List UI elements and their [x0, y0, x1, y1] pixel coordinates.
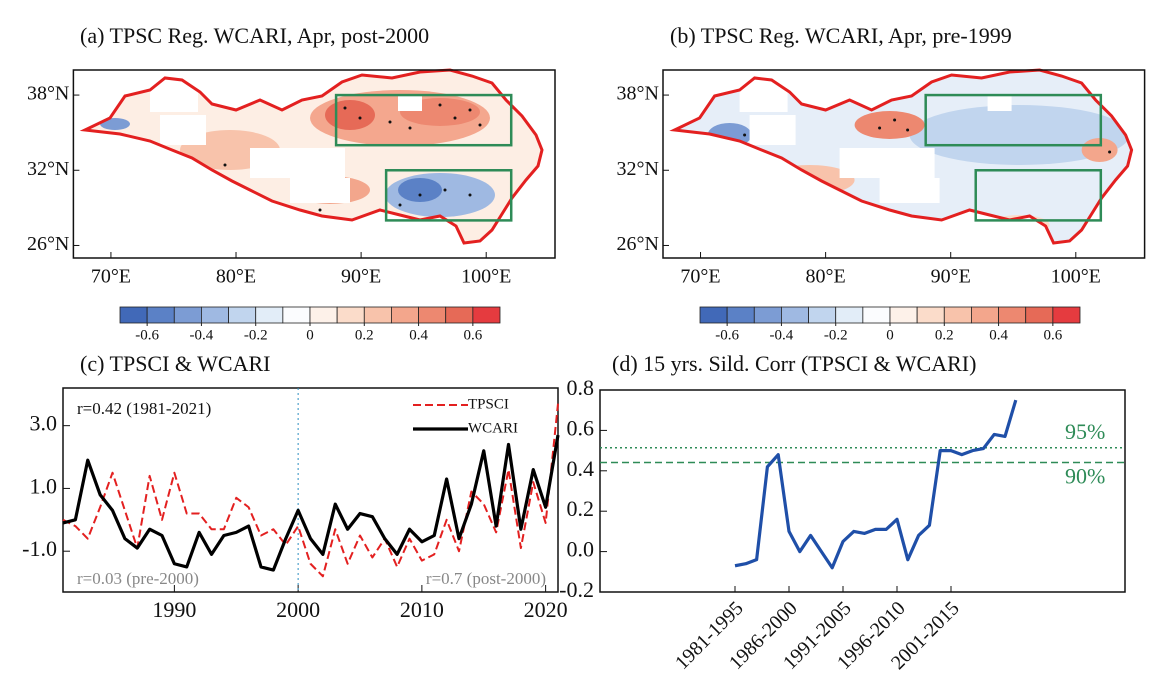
colorbar-label: -0.4	[770, 327, 794, 343]
colorbar-cell	[1025, 306, 1054, 324]
region-box	[924, 93, 1103, 147]
colorbar-label: -0.6	[135, 327, 159, 343]
colorbar-label: 0	[306, 327, 314, 343]
colorbar-label: 0.2	[355, 327, 374, 343]
colorbar-cell	[363, 306, 392, 324]
y-tick-label: 0.6	[567, 415, 595, 440]
panel-title: (a) TPSC Reg. WCARI, Apr, post-2000	[80, 23, 429, 48]
colorbar-label: -0.6	[715, 327, 739, 343]
region-box	[334, 93, 513, 147]
y-tick-label: 0.0	[567, 537, 595, 562]
colorbar-cell	[835, 306, 864, 324]
map-field-b	[674, 70, 1132, 243]
y-tick-label: 1.0	[30, 473, 58, 498]
colorbar-cell	[862, 306, 891, 324]
series-line	[734, 399, 1018, 570]
x-tick-label: 70°E	[680, 266, 720, 288]
x-tick-label: 2020	[524, 597, 568, 622]
colorbar-cell	[282, 306, 311, 324]
colorbar-cell	[943, 306, 972, 324]
x-tick-label: 2000	[276, 597, 320, 622]
plot-frame	[72, 69, 556, 259]
x-tick-label: 80°E	[216, 266, 256, 288]
y-tick-label: 38°N	[617, 83, 659, 105]
significance-dots-b	[743, 118, 1112, 154]
colorbar-cell	[119, 306, 148, 324]
annotation: r=0.42 (1981-2021)	[77, 399, 211, 418]
colorbar-cell	[391, 306, 419, 324]
region-box	[974, 169, 1103, 222]
legend-label: WCARI	[468, 420, 518, 436]
colorbar-cell	[472, 306, 501, 324]
y-tick-label: -0.2	[559, 577, 594, 602]
colorbar-label: 0.6	[1043, 327, 1062, 343]
colorbar-cell	[808, 306, 837, 324]
annotation: r=0.03 (pre-2000)	[77, 569, 199, 588]
y-tick-label: 26°N	[27, 233, 69, 255]
y-tick-label: 38°N	[27, 83, 69, 105]
colorbar-cell	[726, 306, 755, 324]
plot-frame	[599, 389, 1126, 593]
threshold-label: 90%	[1065, 464, 1105, 489]
panel-title: (b) TPSC Reg. WCARI, Apr, pre-1999	[670, 23, 1012, 48]
y-tick-label: 0.8	[567, 375, 595, 400]
y-tick-label: 3.0	[30, 411, 58, 436]
colorbar-cell	[998, 306, 1027, 324]
region-box	[384, 169, 513, 222]
colorbar-label: -0.4	[190, 327, 214, 343]
x-tick-label: 2010	[400, 597, 444, 622]
map-field-a	[85, 70, 542, 243]
x-tick-label: 70°E	[91, 266, 131, 288]
colorbar-cell	[309, 306, 338, 324]
colorbar-label: 0.2	[935, 327, 954, 343]
colorbar-cell	[971, 306, 999, 324]
colorbar-label: 0.6	[463, 327, 482, 343]
colorbar-label: -0.2	[824, 327, 848, 343]
threshold-label: 95%	[1065, 419, 1105, 444]
x-tick-label: 1990	[152, 597, 196, 622]
colorbar-cell	[173, 306, 202, 324]
y-tick-label: 0.4	[567, 456, 595, 481]
y-tick-label: 32°N	[617, 158, 659, 180]
colorbar-label: 0	[886, 327, 894, 343]
colorbar-cell	[699, 306, 728, 324]
y-tick-label: 0.2	[567, 496, 595, 521]
colorbar-label: 0.4	[989, 327, 1008, 343]
colorbar-cell	[916, 306, 945, 324]
annotation: r=0.7 (post-2000)	[426, 569, 546, 588]
y-tick-label: 32°N	[27, 158, 69, 180]
plot-frame	[662, 69, 1146, 259]
series-line	[62, 403, 559, 578]
significance-dots-a	[223, 103, 482, 212]
y-tick-label: -1.0	[22, 536, 57, 561]
y-tick-label: 26°N	[617, 233, 659, 255]
colorbar-cell	[418, 306, 447, 324]
x-tick-label: 90°E	[931, 266, 971, 288]
x-tick-label: 100°E	[1051, 266, 1101, 288]
colorbar-cell	[753, 306, 782, 324]
plot-frame	[62, 387, 559, 593]
colorbar-cell	[445, 306, 474, 324]
colorbar-cell	[889, 306, 918, 324]
colorbar-label: -0.2	[244, 327, 268, 343]
x-tick-label: 80°E	[806, 266, 846, 288]
x-tick-label: 100°E	[461, 266, 511, 288]
legend-label: TPSCI	[468, 396, 509, 412]
x-tick-label: 90°E	[341, 266, 381, 288]
colorbar-cell	[255, 306, 284, 324]
panel-title: (d) 15 yrs. Sild. Corr (TPSCI & WCARI)	[612, 351, 976, 376]
series-line	[62, 434, 560, 572]
colorbar-cell	[201, 306, 229, 324]
colorbar-cell	[228, 306, 257, 324]
colorbar-label: 0.4	[409, 327, 428, 343]
colorbar-cell	[336, 306, 365, 324]
colorbar-cell	[146, 306, 175, 324]
colorbar-cell	[1052, 306, 1081, 324]
colorbar-cell	[781, 306, 809, 324]
panel-title: (c) TPSCI & WCARI	[80, 351, 270, 376]
